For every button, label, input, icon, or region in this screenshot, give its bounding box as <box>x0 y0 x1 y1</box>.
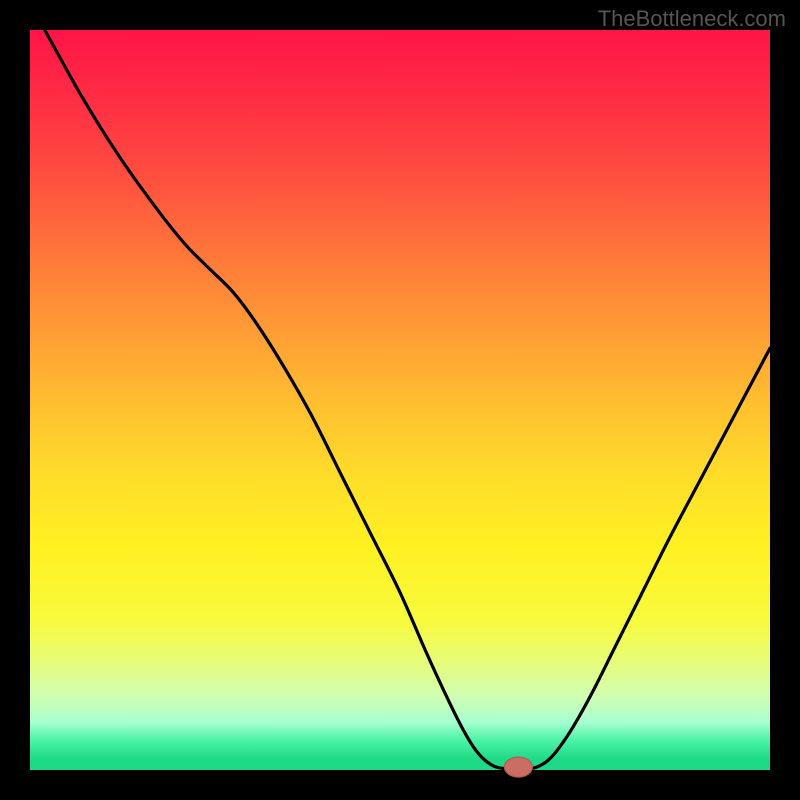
bottleneck-chart-svg <box>0 0 800 800</box>
optimal-point-marker <box>504 757 532 777</box>
plot-area <box>30 30 770 770</box>
attribution-text: TheBottleneck.com <box>598 6 786 32</box>
chart-container: TheBottleneck.com <box>0 0 800 800</box>
